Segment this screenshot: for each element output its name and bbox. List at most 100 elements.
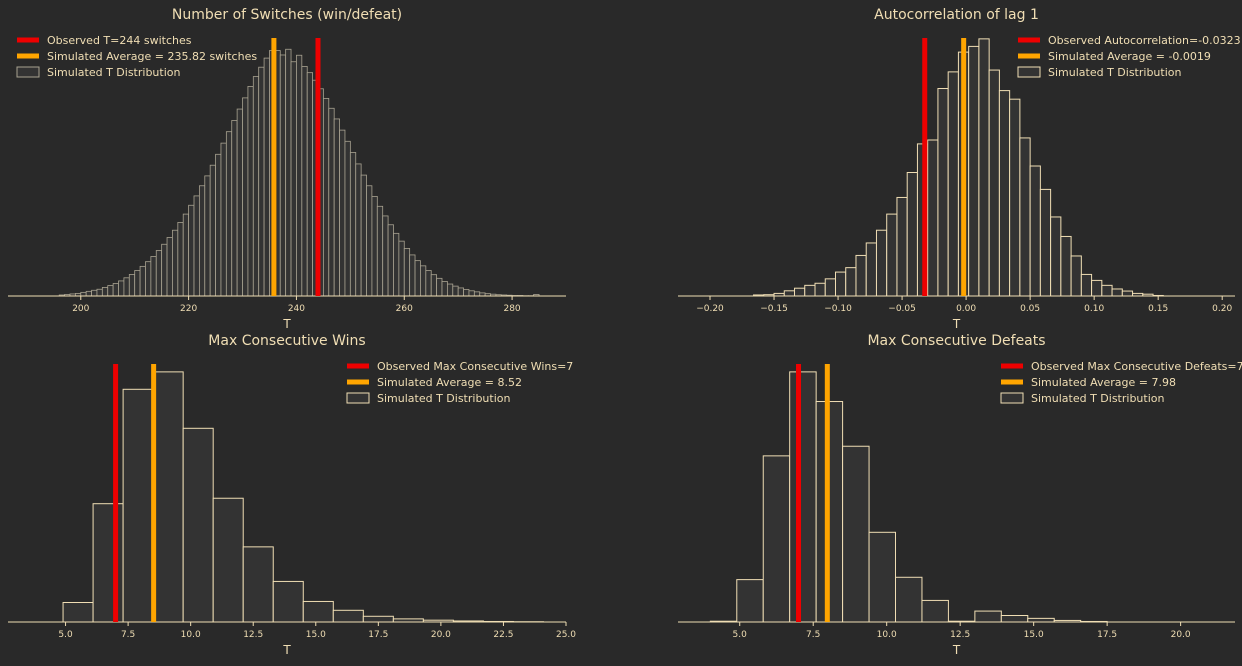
histogram-bar [969,46,979,296]
histogram-bar [280,55,285,296]
histogram-bar [1122,291,1132,296]
legend-distribution-swatch [1001,393,1023,403]
histogram-bar [426,271,431,296]
histogram-bar [1010,99,1020,296]
x-tick-label: −0.10 [824,304,852,314]
legend-observed-label: Observed Max Consecutive Defeats=7 [1031,360,1242,373]
histogram-bar [81,292,86,296]
histogram-bar [113,284,118,296]
histogram-bar [763,456,789,622]
histogram-bar [866,243,876,296]
legend-distribution-swatch [1018,67,1040,77]
histogram-bar [825,279,835,296]
histogram-bar [124,278,129,296]
histogram-bar [896,577,922,622]
chart-title: Max Consecutive Defeats [867,333,1045,349]
histogram-bar [172,230,177,296]
chart-title: Max Consecutive Wins [208,333,365,349]
histogram-bar [307,73,312,296]
chart-title: Autocorrelation of lag 1 [874,7,1039,23]
x-axis-label: T [282,317,291,331]
histogram-bar [178,222,183,296]
histogram-bar [237,109,242,296]
histogram-bar [790,372,816,622]
x-tick-label: 12.5 [950,630,970,640]
histogram-bar [989,70,999,296]
histogram-bar [907,173,917,297]
histogram-bar [119,281,124,296]
histogram-bar [63,603,93,623]
histogram-bar [469,291,474,296]
x-tick-label: 200 [72,304,89,314]
histogram-bar [1102,285,1112,296]
histogram-bar [162,244,167,296]
histogram-bar [372,196,377,296]
histogram-bar [345,141,350,296]
histogram-bar [1001,616,1027,623]
histogram-bar [897,197,907,296]
x-tick-label: 15.0 [306,630,326,640]
x-tick-label: 240 [288,304,305,314]
histogram-bar [334,119,339,296]
x-tick-label: 10.0 [877,630,897,640]
x-tick-label: 12.5 [243,630,263,640]
histogram-bar [129,274,134,296]
legend-average-label: Simulated Average = -0.0019 [1048,50,1211,63]
histogram-bar [243,547,273,622]
histogram-bar [253,77,258,296]
x-tick-label: 20.0 [431,630,451,640]
legend-distribution-swatch [17,67,39,77]
x-tick-label: −0.15 [760,304,788,314]
histogram-bar [145,262,150,296]
histogram-bar [377,206,382,296]
histogram-bar [367,186,372,296]
histogram-bar [815,283,825,296]
histogram-bar [264,58,269,296]
histogram-bar [1112,289,1122,296]
histogram-bar [199,186,204,296]
histogram-bar [356,164,361,296]
panel-autocorrelation: Autocorrelation of lag 1 −0.20−0.15−0.10… [678,7,1241,331]
histogram-bar [102,287,107,296]
histogram-bar [474,292,479,296]
histogram-bar [296,55,301,296]
histogram-bar [383,216,388,296]
histogram-bar [437,278,442,296]
legend-distribution-label: Simulated T Distribution [47,66,181,79]
histogram-bar [458,288,463,296]
legend: Observed Max Consecutive Defeats=7 Simul… [1001,360,1242,405]
x-tick-label: 25.0 [556,630,576,640]
x-tick-label: 22.5 [493,630,513,640]
histogram-bar [784,291,794,296]
histogram-bar [243,98,248,296]
chart-title: Number of Switches (win/defeat) [172,7,402,23]
histogram-bar [447,284,452,296]
x-tick-label: 20.0 [1171,630,1191,640]
x-tick-label: 260 [396,304,413,314]
x-tick-label: 0.15 [1148,304,1168,314]
histogram-bar [183,214,188,296]
x-tick-label: 15.0 [1024,630,1044,640]
histogram-bar [975,611,1001,622]
legend-distribution-swatch [347,393,369,403]
histogram-bar [108,286,113,296]
histogram-bar [153,372,183,622]
x-tick-label: −0.05 [888,304,916,314]
histogram-bar [350,152,355,296]
histogram-bar [388,225,393,296]
histogram-bar [140,266,145,296]
x-tick-label: 280 [503,304,520,314]
histogram-bar [273,581,303,622]
legend-average-label: Simulated Average = 235.82 switches [47,50,257,63]
histogram-bar [399,241,404,296]
histogram-bar [329,108,334,296]
histogram-bar [1071,256,1081,296]
histogram-bar [948,72,958,296]
x-tick-label: 0.20 [1212,304,1232,314]
histogram-bar [259,67,264,296]
histogram-bar [846,268,856,296]
histogram-bar [213,498,243,622]
